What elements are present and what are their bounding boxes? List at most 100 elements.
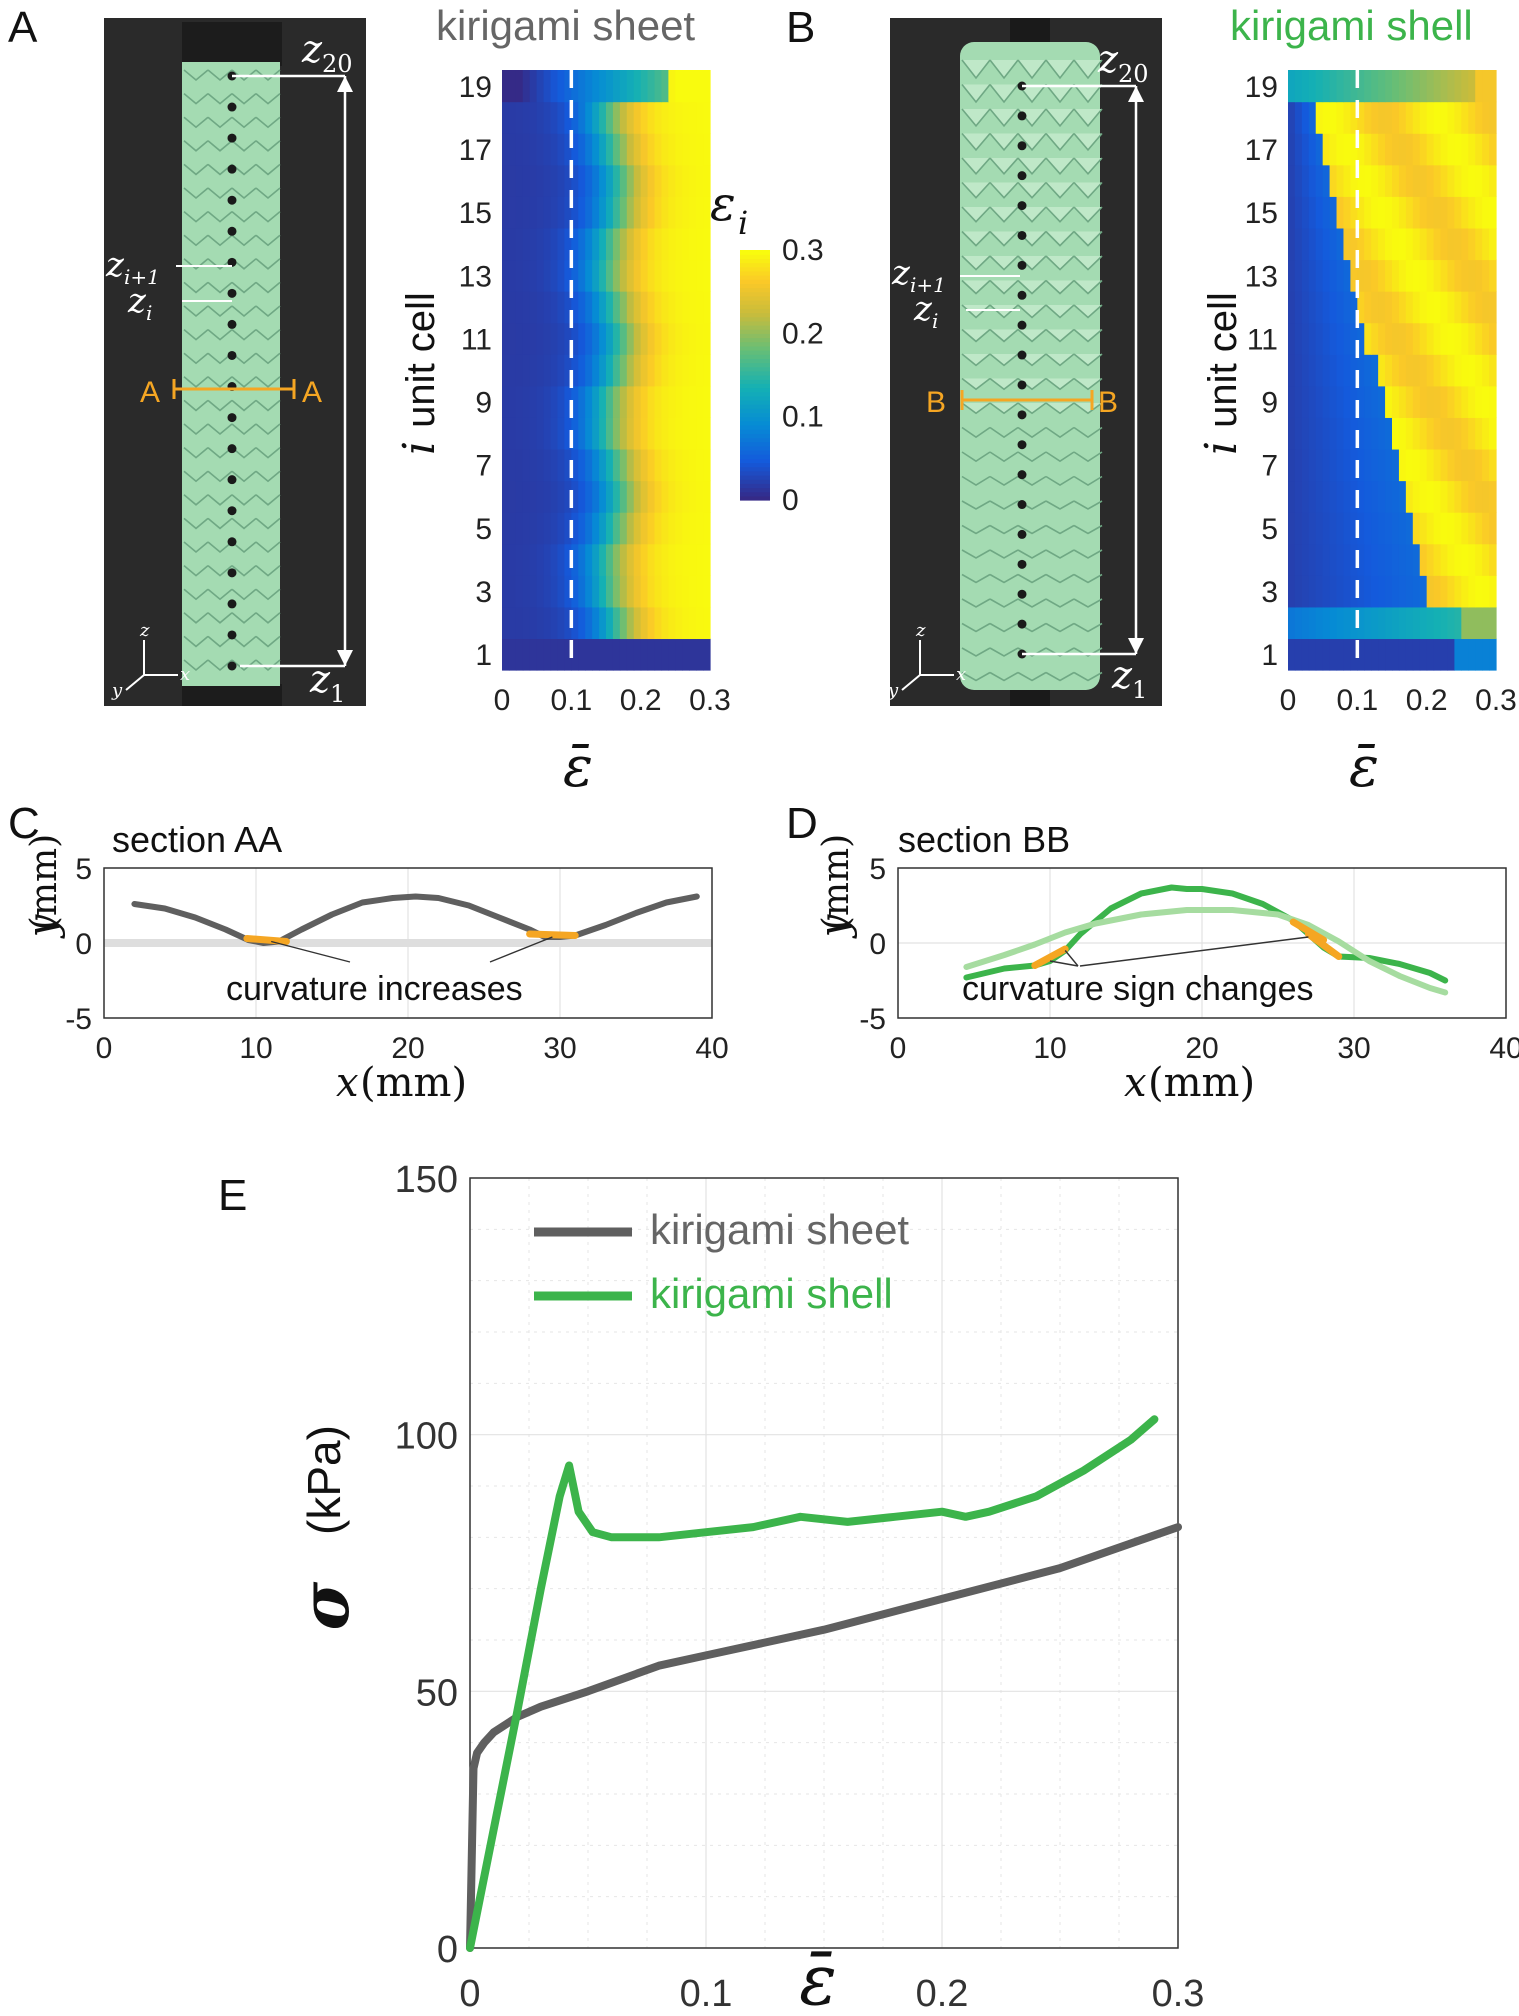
axis-x-a: x: [180, 664, 190, 685]
heatmap-shell-ylabel-var: i: [1196, 441, 1247, 455]
ytick-label: 15: [1245, 197, 1278, 230]
annotation-leader: [1079, 936, 1309, 967]
photo-dot-shell: [1017, 171, 1027, 181]
chart-d-yunit: (mm): [816, 834, 857, 930]
section-aa-title: section AA: [112, 819, 282, 860]
panel-label-d: D: [786, 799, 818, 848]
colorbar: 0 0.1 0.2 0.3: [740, 234, 824, 517]
label-z1: z: [309, 657, 331, 701]
heatmap-sheet-xlabel: ε̄: [563, 735, 593, 800]
ytick-label: 9: [1261, 387, 1278, 420]
chart-c-yunit: (mm): [24, 834, 65, 930]
heatmap-sheet-ylabel: unit cell: [399, 292, 443, 428]
xtick-label: 0.1: [680, 1973, 733, 2015]
series-line-1: [466, 1523, 1182, 1952]
heatmap-shell-title: kirigami shell: [1230, 2, 1473, 49]
ytick-label: -5: [859, 1003, 886, 1036]
section-a-left: A: [140, 376, 160, 409]
ytick-label: 5: [475, 513, 492, 546]
photo-dot-sheet: [227, 537, 237, 547]
ytick-label: 3: [475, 576, 492, 609]
xtick-label: 0.3: [1152, 1973, 1205, 2015]
photo-dot-shell: [1017, 380, 1027, 390]
photo-kirigami-shell: [890, 18, 1162, 706]
section-b-right: B: [1098, 386, 1118, 419]
ytick-label: 13: [1245, 260, 1278, 293]
axis-x-b: x: [956, 664, 966, 685]
section-bb-title: section BB: [898, 819, 1070, 860]
xtick-label: 0.2: [620, 684, 662, 717]
xtick-label: 10: [1033, 1032, 1066, 1065]
label-zi: z: [127, 281, 147, 321]
photo-dot-sheet: [227, 226, 237, 236]
photo-dot-sheet: [227, 257, 237, 267]
photo-dot-sheet: [227, 102, 237, 112]
photo-dot-shell: [1017, 230, 1027, 240]
panel-label-e: E: [218, 1171, 247, 1220]
ytick-label: 0: [869, 928, 886, 961]
photo-dot-sheet: [227, 133, 237, 143]
panel-label-b: B: [786, 3, 815, 52]
colorbar-label: ε: [710, 176, 736, 232]
chart-stress-strain: 0 0.1 0.2 0.3 0 50 100 150: [395, 1159, 1205, 2015]
photo-dot-shell: [1017, 619, 1027, 629]
label-z20: z: [301, 27, 323, 71]
xtick-label: 0: [494, 684, 511, 717]
photo-dot-sheet: [227, 661, 237, 671]
photo-dot-shell: [1017, 111, 1027, 121]
photo-dot-shell: [1017, 440, 1027, 450]
annotation-leader: [271, 940, 351, 963]
heatmap-sheet-title: kirigami sheet: [436, 2, 695, 49]
photo-dot-shell: [1017, 470, 1027, 480]
photo-annotations-b: z 20 z 1 z i+1 z i B B z x y: [887, 37, 1149, 704]
chart-e-yunit: (kPa): [298, 1425, 350, 1535]
ytick-label: 19: [459, 71, 492, 104]
ytick-label: 9: [475, 387, 492, 420]
photo-dot-shell: [1017, 350, 1027, 360]
colorbar-tick: 0.1: [782, 401, 824, 434]
photo-kirigami-sheet: [104, 18, 366, 706]
highlight-segment: [526, 930, 579, 939]
colorbar-tick: 0: [782, 484, 799, 517]
xtick-label: 0.3: [689, 684, 731, 717]
ytick-label: 5: [1261, 513, 1278, 546]
heatmap-shell-xlabel: ε̄: [1349, 735, 1379, 800]
section-a-right: A: [302, 376, 322, 409]
label-z1-b: z: [1111, 653, 1133, 697]
chart-c-xunit: (mm): [360, 1060, 467, 1106]
section-b-left: B: [926, 386, 946, 419]
photo-dot-sheet: [227, 475, 237, 485]
colorbar-tick: 0.2: [782, 317, 824, 350]
photo-dot-shell: [1017, 141, 1027, 151]
chart-c-xlabel: x: [336, 1060, 359, 1106]
photo-annotations-a: z 20 z 1 z i+1 z i A A z x y: [105, 27, 353, 708]
axis-y-a: y: [111, 680, 123, 701]
axis-z-b: z: [915, 620, 926, 641]
xtick-label: 20: [1185, 1032, 1218, 1065]
xtick-label: 0.2: [1406, 684, 1448, 717]
photo-dot-sheet: [227, 319, 237, 329]
annotation-leader: [489, 936, 553, 963]
chart-e-ylabel: σ: [286, 1581, 364, 1630]
series-line-2: [466, 1415, 1159, 1952]
photo-dot-shell: [1017, 201, 1027, 211]
heatmap-sheet: [502, 70, 711, 671]
ytick-label: 50: [416, 1672, 458, 1714]
label-z20-b: z: [1097, 37, 1119, 81]
photo-dot-sheet: [227, 350, 237, 360]
label-z1-sub: 1: [330, 680, 345, 708]
label-z20-sub: 20: [322, 50, 353, 78]
xtick-label: 0.1: [1336, 684, 1378, 717]
ytick-label: 1: [1261, 639, 1278, 672]
xtick-label: 0: [96, 1032, 113, 1065]
photo-dot-shell: [1017, 410, 1027, 420]
photo-dot-sheet: [227, 288, 237, 298]
xtick-label: 20: [391, 1032, 424, 1065]
highlight-segment: [1304, 930, 1343, 960]
xtick-label: 0: [1280, 684, 1297, 717]
label-zi-b: z: [913, 289, 933, 329]
xtick-label: 40: [695, 1032, 728, 1065]
ytick-label: 1: [475, 639, 492, 672]
